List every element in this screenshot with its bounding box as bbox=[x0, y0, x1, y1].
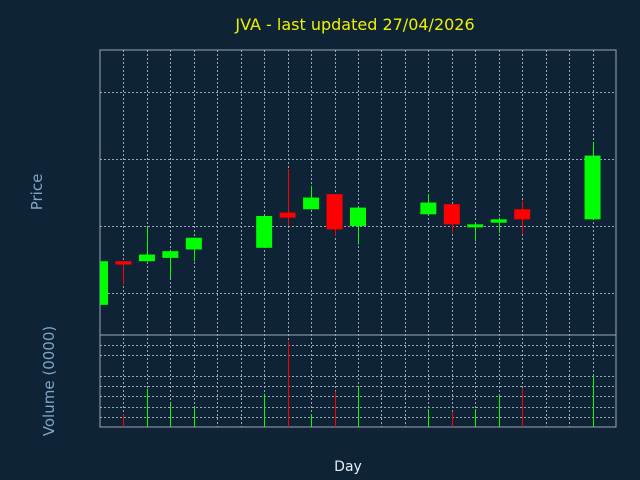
chart-title: JVA - last updated 27/04/2026 bbox=[234, 15, 474, 34]
candle-09 bbox=[162, 249, 179, 278]
candle-body bbox=[326, 194, 343, 230]
candles bbox=[100, 142, 601, 305]
candle-06 bbox=[100, 261, 108, 305]
candle-body bbox=[162, 251, 179, 258]
candle-body bbox=[115, 261, 132, 265]
candle-21 bbox=[443, 204, 460, 233]
candle-body bbox=[185, 237, 202, 250]
candle-body bbox=[100, 261, 108, 305]
candle-08 bbox=[138, 227, 155, 262]
candle-27 bbox=[584, 142, 601, 220]
candle-body bbox=[584, 155, 601, 220]
candle-body bbox=[467, 224, 484, 228]
candle-13 bbox=[256, 215, 273, 248]
candle-10 bbox=[185, 237, 202, 262]
volume-axis-label: Volume (0000) bbox=[40, 326, 58, 436]
candle-body bbox=[443, 204, 460, 225]
candle-20 bbox=[420, 194, 437, 215]
candle-body bbox=[420, 202, 437, 215]
candle-body bbox=[279, 212, 296, 218]
candle-body bbox=[256, 215, 273, 248]
candle-07 bbox=[115, 261, 132, 285]
candle-24 bbox=[514, 200, 531, 235]
candle-body bbox=[350, 207, 366, 227]
candle-14 bbox=[279, 169, 296, 227]
candle-body bbox=[514, 209, 531, 220]
candle-17 bbox=[350, 207, 366, 245]
candle-22 bbox=[467, 222, 484, 242]
candle-body bbox=[490, 219, 507, 223]
price-axis-label: Price bbox=[28, 174, 46, 211]
candle-body bbox=[303, 197, 320, 210]
candle-15 bbox=[303, 185, 320, 210]
candle-body bbox=[138, 254, 155, 262]
day-axis-label: Day bbox=[334, 459, 362, 475]
candle-23 bbox=[490, 217, 507, 233]
volume-bars bbox=[123, 341, 594, 427]
candle-16 bbox=[326, 194, 343, 237]
